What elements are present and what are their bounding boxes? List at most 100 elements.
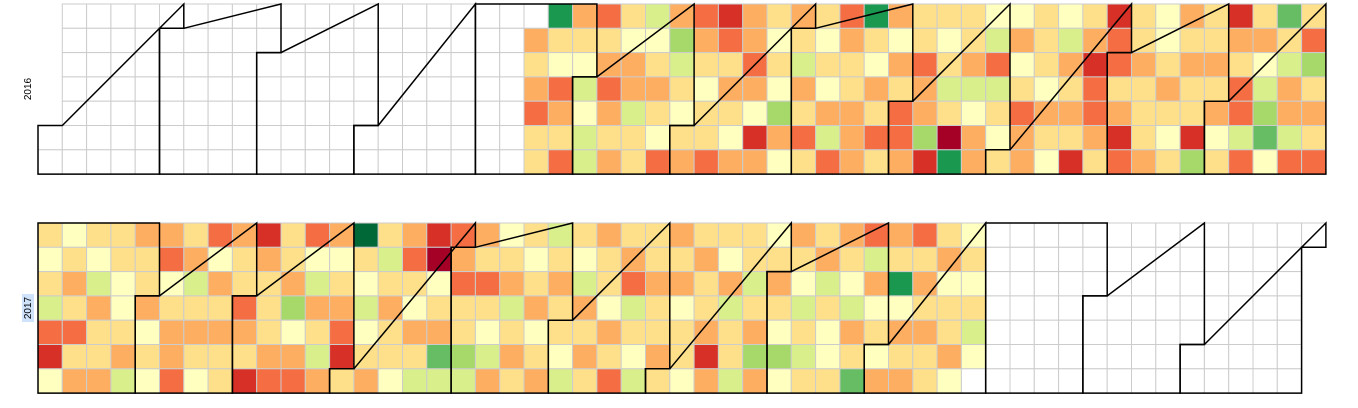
day-cell bbox=[207, 368, 233, 394]
day-cell bbox=[1106, 319, 1132, 345]
day-cell bbox=[669, 319, 695, 345]
day-cell bbox=[207, 271, 233, 297]
day-cell bbox=[1009, 52, 1035, 78]
day-cell bbox=[985, 149, 1011, 175]
day-cell bbox=[523, 27, 549, 54]
day-cell bbox=[717, 368, 744, 394]
day-cell bbox=[280, 125, 306, 151]
day-cell bbox=[839, 52, 865, 78]
day-cell bbox=[110, 3, 136, 29]
day-cell bbox=[1252, 319, 1278, 345]
year-label: 2016 bbox=[23, 77, 34, 100]
day-cell bbox=[110, 246, 136, 273]
day-cell bbox=[426, 319, 452, 345]
day-cell bbox=[936, 27, 962, 54]
day-cell bbox=[839, 368, 865, 394]
day-cell bbox=[693, 3, 719, 29]
day-cell bbox=[450, 27, 476, 54]
day-cell bbox=[1179, 52, 1205, 78]
day-cell bbox=[499, 271, 525, 297]
day-cell bbox=[839, 27, 865, 54]
day-cell bbox=[669, 76, 695, 102]
day-cell bbox=[61, 246, 88, 273]
day-cell bbox=[402, 149, 428, 175]
day-cell bbox=[353, 3, 379, 29]
day-cell bbox=[377, 52, 404, 78]
day-cell bbox=[1082, 125, 1108, 151]
day-cell bbox=[426, 271, 452, 297]
day-cell bbox=[960, 3, 987, 29]
day-cell bbox=[402, 100, 428, 126]
day-cell bbox=[888, 295, 914, 321]
day-cell bbox=[1155, 246, 1181, 273]
day-cell bbox=[256, 368, 282, 394]
day-cell bbox=[1082, 76, 1108, 102]
day-cell bbox=[985, 319, 1011, 345]
day-cell bbox=[450, 76, 476, 102]
day-cell bbox=[572, 52, 598, 78]
day-cell bbox=[86, 246, 112, 273]
day-cell bbox=[547, 295, 574, 321]
day-cell bbox=[1009, 271, 1035, 297]
day-cell bbox=[450, 368, 476, 394]
day-cell bbox=[863, 149, 890, 175]
day-cell bbox=[499, 368, 525, 394]
day-cell bbox=[61, 3, 88, 29]
day-cell bbox=[717, 149, 744, 175]
day-cell bbox=[353, 52, 379, 78]
day-cell bbox=[596, 246, 622, 273]
day-cell bbox=[1033, 52, 1060, 78]
day-cell bbox=[353, 295, 379, 321]
day-cell bbox=[645, 295, 671, 321]
day-cell bbox=[110, 271, 136, 297]
day-cell bbox=[1252, 76, 1278, 102]
day-cell bbox=[960, 52, 987, 78]
day-cell bbox=[1301, 52, 1327, 78]
day-cell bbox=[766, 271, 792, 297]
day-cell bbox=[329, 295, 355, 321]
day-cell bbox=[159, 271, 185, 297]
day-cell bbox=[402, 246, 428, 273]
day-cell bbox=[620, 149, 647, 175]
day-cell bbox=[1033, 222, 1060, 248]
day-cell bbox=[1155, 100, 1181, 126]
day-cell bbox=[1228, 3, 1254, 29]
day-cell bbox=[37, 271, 63, 297]
day-cell bbox=[353, 125, 379, 151]
day-cell bbox=[912, 319, 938, 345]
day-cell bbox=[839, 3, 865, 29]
day-cell bbox=[815, 52, 841, 78]
day-cell bbox=[912, 27, 938, 54]
day-cell bbox=[207, 319, 233, 345]
day-cell bbox=[572, 76, 598, 102]
day-cell bbox=[766, 246, 792, 273]
day-cell bbox=[912, 125, 938, 151]
day-cell bbox=[1155, 344, 1181, 370]
day-cell bbox=[280, 319, 306, 345]
day-cell bbox=[960, 368, 987, 394]
day-cell bbox=[742, 319, 768, 345]
day-cell bbox=[1058, 222, 1084, 248]
day-cell bbox=[1155, 368, 1181, 394]
day-cell bbox=[86, 125, 112, 151]
day-cell bbox=[742, 125, 768, 151]
day-cell bbox=[1058, 149, 1084, 175]
day-cell bbox=[1276, 76, 1303, 102]
day-cell bbox=[110, 27, 136, 54]
day-cell bbox=[329, 76, 355, 102]
day-cell bbox=[912, 246, 938, 273]
day-cell bbox=[329, 344, 355, 370]
day-cell bbox=[1131, 125, 1157, 151]
day-cell bbox=[572, 368, 598, 394]
day-cell bbox=[329, 27, 355, 54]
day-cell bbox=[523, 222, 549, 248]
day-cell bbox=[1155, 3, 1181, 29]
day-cell bbox=[1203, 246, 1230, 273]
day-cell bbox=[863, 344, 890, 370]
day-cell bbox=[426, 295, 452, 321]
day-cell bbox=[353, 27, 379, 54]
day-cell bbox=[596, 295, 622, 321]
day-cell bbox=[353, 368, 379, 394]
day-cell bbox=[402, 52, 428, 78]
day-cell bbox=[231, 344, 258, 370]
